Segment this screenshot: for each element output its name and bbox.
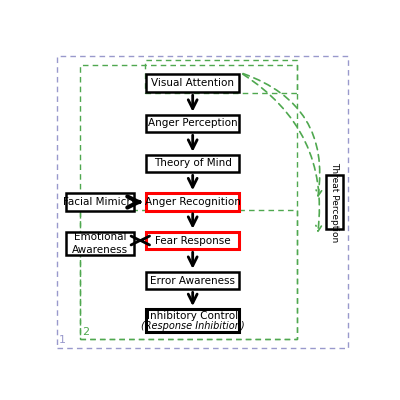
Text: Visual Attention: Visual Attention — [151, 78, 234, 88]
FancyArrowPatch shape — [243, 74, 321, 231]
Bar — [146, 114, 239, 132]
Bar — [146, 232, 239, 250]
Bar — [145, 60, 297, 93]
FancyArrowPatch shape — [243, 74, 322, 196]
Bar — [146, 193, 239, 211]
Bar — [80, 65, 298, 339]
Bar — [80, 210, 298, 339]
Text: 2: 2 — [82, 327, 89, 337]
Bar — [66, 232, 134, 255]
Bar — [146, 154, 239, 172]
Text: Error Awareness: Error Awareness — [150, 276, 235, 286]
Text: 1: 1 — [59, 335, 66, 345]
Bar — [146, 74, 239, 92]
Bar — [146, 272, 239, 290]
Text: Facial Mimicry: Facial Mimicry — [63, 197, 137, 207]
Text: Theory of Mind: Theory of Mind — [154, 158, 232, 168]
Bar — [146, 309, 239, 332]
Text: (Response Inhibition): (Response Inhibition) — [141, 321, 244, 331]
Text: Threat Perception: Threat Perception — [330, 162, 339, 242]
Bar — [66, 193, 134, 211]
Text: Fear Response: Fear Response — [155, 236, 230, 246]
Text: Inhibitory Control: Inhibitory Control — [147, 312, 238, 322]
Text: Emotional
Awareness: Emotional Awareness — [72, 232, 128, 255]
Text: Anger Recognition: Anger Recognition — [145, 197, 241, 207]
Text: Anger Perception: Anger Perception — [148, 118, 238, 128]
Bar — [326, 175, 343, 229]
